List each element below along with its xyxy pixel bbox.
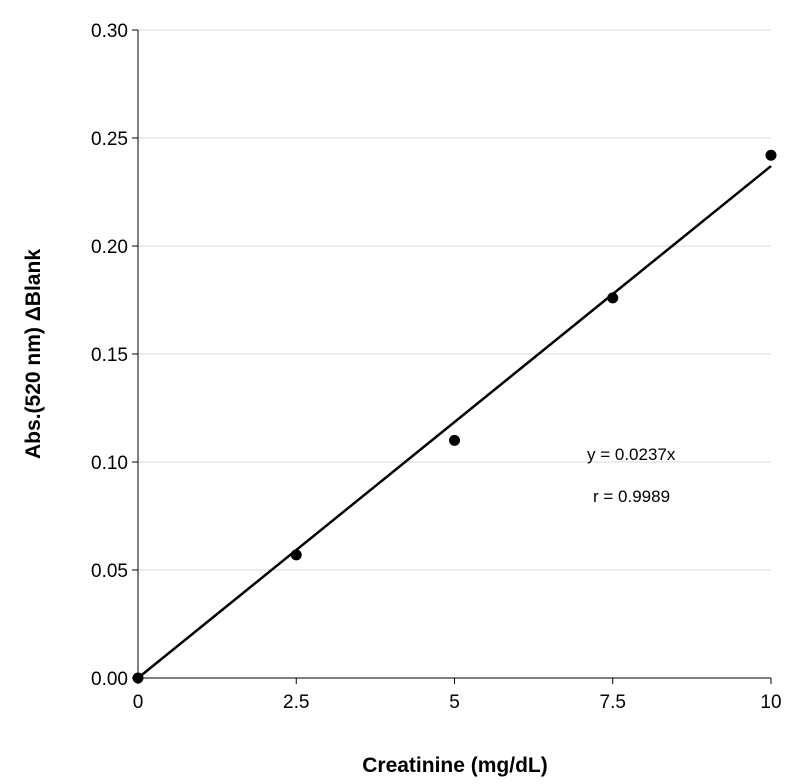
y-tick-label: 0.20	[91, 237, 128, 258]
axes	[132, 29, 772, 684]
x-tick-label: 0	[133, 692, 144, 713]
data-point	[132, 672, 144, 684]
y-tick-label: 0.30	[91, 21, 128, 42]
equation-annotation: y = 0.0237x	[587, 445, 676, 464]
correlation-annotation: r = 0.9989	[593, 487, 670, 506]
x-tick-label: 10	[760, 692, 781, 713]
y-tick-labels: 0.00 0.05 0.10 0.15 0.20 0.25 0.30	[91, 21, 128, 690]
gridlines	[138, 29, 771, 571]
y-tick-label: 0.00	[91, 669, 128, 690]
y-tick-label: 0.05	[91, 561, 128, 582]
y-tick-label: 0.25	[91, 129, 128, 150]
y-tick-label: 0.10	[91, 453, 128, 474]
trendline	[137, 165, 772, 679]
x-axis-title: Creatinine (mg/dL)	[362, 754, 548, 777]
x-tick-label: 7.5	[600, 692, 626, 713]
data-point	[290, 549, 302, 561]
x-tick-label: 5	[449, 692, 460, 713]
y-tick-label: 0.15	[91, 345, 128, 366]
data-points	[132, 149, 777, 684]
trendline-group	[137, 165, 772, 679]
y-axis-title: Abs.(520 nm) ΔBlank	[22, 249, 45, 459]
data-point	[607, 292, 619, 304]
data-point	[765, 149, 777, 161]
x-tick-labels: 0 2.5 5 7.5 10	[133, 692, 782, 713]
data-point	[449, 434, 460, 446]
x-tick-label: 2.5	[283, 692, 309, 713]
